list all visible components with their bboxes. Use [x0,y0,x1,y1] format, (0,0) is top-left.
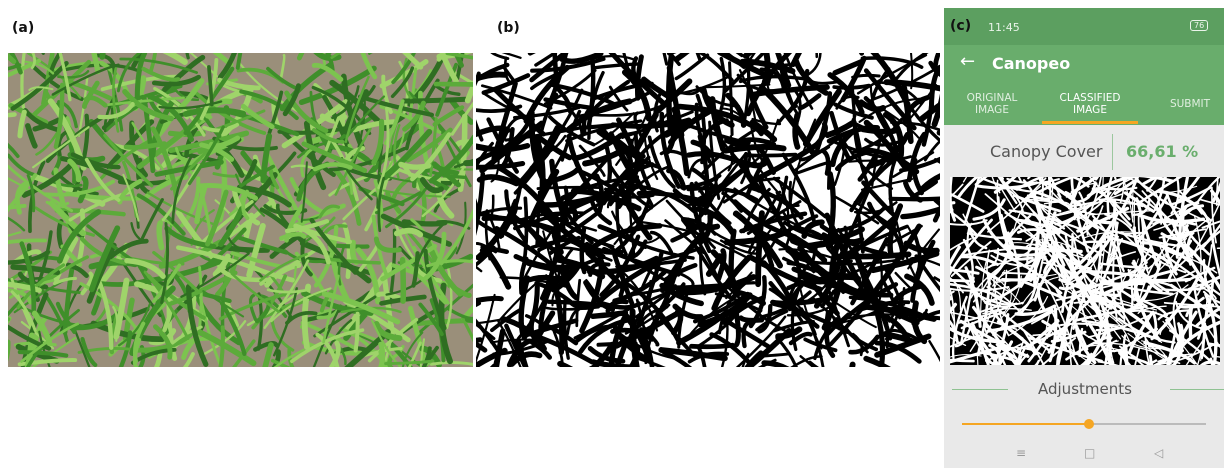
blade [404,99,467,101]
blade [863,129,895,132]
blade [731,231,734,284]
divider [1112,134,1113,170]
rule [952,389,1008,390]
nav-home[interactable]: □ [1084,446,1095,460]
binary-photo [476,53,940,367]
metric-label: Canopy Cover [990,142,1102,161]
section-title: Adjustments [1038,380,1132,398]
metric-row: Canopy Cover 66,61 % [944,130,1224,172]
battery: 76 [1190,20,1208,31]
nav-bar: ≡ □ ◁ [944,440,1224,468]
slider-thumb[interactable] [1084,419,1094,429]
metric-value: 66,61 % [1126,142,1198,161]
rule [1170,389,1224,390]
tab[interactable]: ORIGINAL IMAGE [952,92,1032,116]
nav-menu[interactable]: ≡ [1016,446,1026,460]
panel-label: (a) [12,20,34,36]
back-button[interactable]: ← [960,51,975,72]
classified-image [950,177,1220,365]
slider-track [1088,423,1206,425]
tab[interactable]: SUBMIT [1150,98,1224,110]
blade [436,84,473,85]
blade [1190,307,1191,337]
phone-screen: (c) 11:45 76 ← Canopeo ORIGINAL IMAGE CL… [944,8,1224,468]
panel-label: (c) [950,18,971,34]
blade [159,223,161,248]
app-title: Canopeo [992,54,1070,73]
status-bar: (c) 11:45 76 [944,8,1224,45]
blade [741,318,762,320]
app-bar: ← Canopeo ORIGINAL IMAGE CLASSIFIED IMAG… [944,45,1224,125]
field-photo [8,53,473,367]
blade [476,298,501,300]
blade [59,221,61,246]
blade [747,155,795,156]
blade [736,314,738,345]
slider-track-filled [962,423,1088,425]
blade [891,198,940,200]
tab-indicator [1042,121,1138,124]
nav-back[interactable]: ◁ [1154,446,1163,460]
blade [356,314,358,351]
page: (a) (b) (c) 11:45 76 ← Canopeo ORIGINAL … [0,0,1224,468]
tab[interactable]: CLASSIFIED IMAGE [1050,92,1130,116]
blade [401,164,429,167]
panel-label: (b) [497,20,520,36]
status-time: 11:45 [988,21,1020,34]
blade [950,177,951,178]
